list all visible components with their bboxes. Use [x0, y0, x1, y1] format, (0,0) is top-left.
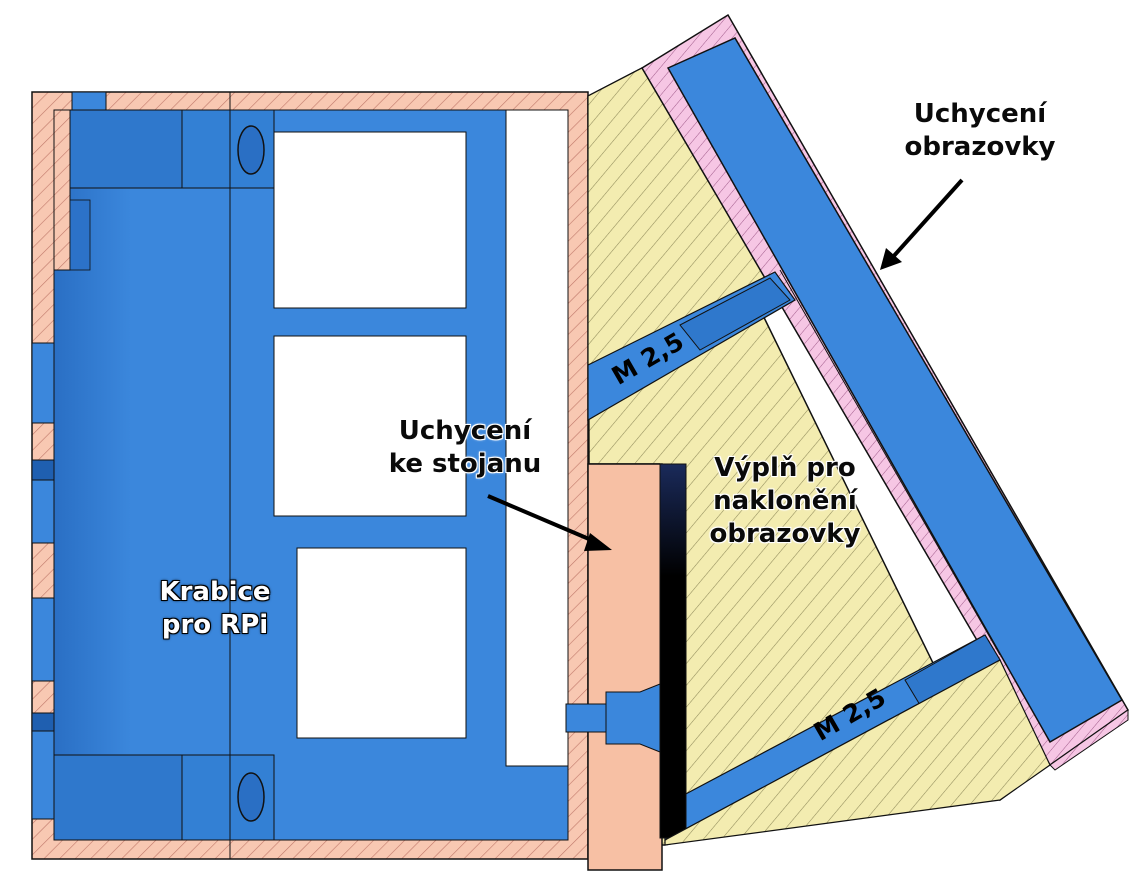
- screw-channel-upper: [587, 271, 796, 422]
- window-1: [273, 131, 467, 309]
- arrow-screen-mount: [890, 178, 964, 260]
- arrows: [487, 178, 964, 551]
- side-slot: [505, 109, 569, 767]
- screen-mount: [640, 13, 1129, 767]
- stand-mount: [565, 463, 687, 871]
- arrow-stand-mount: [487, 494, 597, 544]
- window-3: [296, 547, 467, 739]
- window-2: [273, 335, 467, 517]
- label-screen-mount: Uchycení obrazovky: [904, 99, 1056, 162]
- rpi-box: [31, 91, 589, 860]
- label-tilt-filler: Výplň pro naklonění obrazovky: [709, 453, 861, 549]
- screw-hole-bottom: [237, 772, 265, 822]
- screw-hole-top: [237, 125, 265, 175]
- label-stand-mount: Uchycení ke stojanu: [388, 416, 542, 479]
- filler-bottom: [664, 659, 1051, 846]
- label-rpi-box: Krabice pro RPi: [159, 577, 271, 640]
